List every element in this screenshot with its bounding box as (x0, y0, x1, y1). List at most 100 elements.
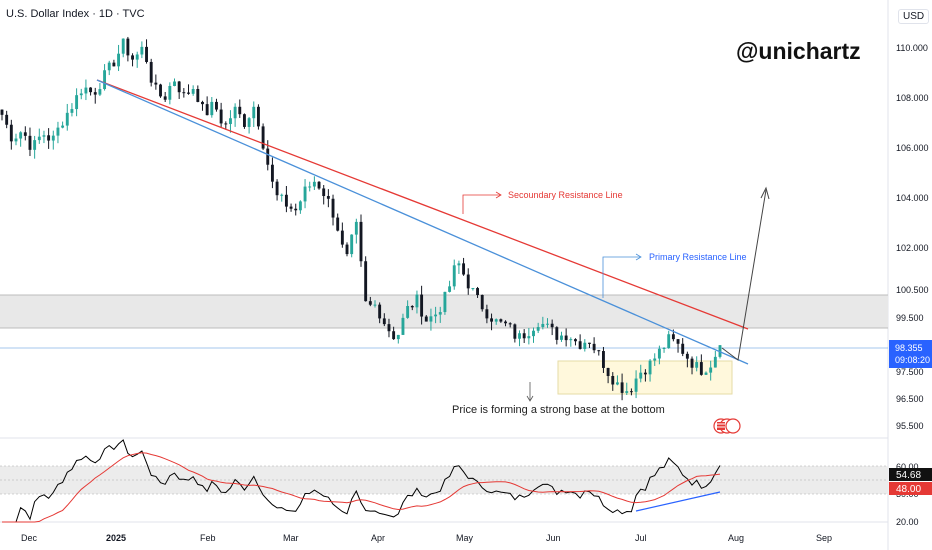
candle-body (532, 330, 535, 337)
y-tick-label: 100.500 (896, 285, 929, 295)
candle-body (438, 312, 442, 315)
candle-body (653, 358, 657, 361)
price-tag-value: 98.355 (895, 343, 923, 353)
candle-body (205, 104, 209, 116)
candle-body (284, 194, 288, 207)
candle-body (681, 343, 685, 354)
candle-body (308, 186, 312, 188)
candle-body (312, 181, 316, 187)
candle-body (135, 54, 139, 60)
x-tick-label: Apr (371, 533, 385, 543)
candle-body (387, 324, 391, 332)
candle-body (145, 46, 148, 62)
candle-body (51, 135, 55, 141)
y-tick-label: 97.500 (896, 367, 924, 377)
y-tick-label: 108.000 (896, 93, 929, 103)
price-axis[interactable]: 110.000 108.000 106.000 104.000 102.000 … (896, 43, 929, 431)
price-tag-countdown: 09:08:20 (895, 355, 930, 365)
primary-label-connector (602, 256, 640, 298)
projection-arrow (721, 189, 767, 361)
candle-body (424, 316, 428, 322)
candle-body (75, 95, 79, 110)
candle-body (168, 85, 172, 100)
candle-body (247, 118, 251, 127)
candle-body (615, 382, 619, 385)
primary-label-arrow (635, 253, 642, 261)
candle-body (9, 124, 13, 142)
candle-body (350, 234, 354, 255)
candle-body (23, 132, 27, 136)
rsi-tick-label: 60.00 (896, 462, 919, 472)
candle-body (504, 321, 507, 324)
candle-body (98, 89, 102, 95)
candle-body (201, 101, 204, 105)
candle-body (187, 92, 190, 94)
events-flag-icon[interactable] (713, 418, 741, 434)
candle-body (443, 291, 447, 313)
rsi-ma-text: 48.00 (896, 484, 921, 495)
candle-body (541, 323, 545, 328)
candle-body (210, 101, 214, 116)
candle-body (368, 301, 372, 305)
candle-body (690, 358, 694, 368)
y-tick-label: 110.000 (896, 43, 928, 53)
candle-body (713, 356, 717, 368)
candlestick-series (0, 36, 722, 401)
candle-body (625, 391, 629, 393)
candle-body (126, 38, 130, 56)
base-label-arrow (526, 395, 534, 402)
candle-body (42, 135, 46, 137)
y-tick-label: 102.000 (896, 243, 929, 253)
candle-body (522, 333, 526, 339)
time-axis[interactable]: Dec 2025 Feb Mar Apr May Jun Jul Aug Sep (21, 533, 832, 543)
candle-body (382, 318, 386, 325)
candle-body (159, 84, 162, 97)
candle-body (149, 61, 153, 83)
candle-body (588, 342, 591, 344)
candle-body (107, 62, 111, 71)
candle-body (471, 288, 475, 290)
candle-body (219, 109, 223, 124)
x-tick-label: Jun (546, 533, 561, 543)
currency-button[interactable]: USD (898, 9, 930, 24)
rsi-value-text: 54.68 (896, 470, 921, 481)
x-tick-label: Jul (635, 533, 647, 543)
candle-body (229, 118, 232, 125)
candle-body (560, 335, 563, 340)
y-tick-label: 95.500 (896, 421, 924, 431)
candle-body (154, 82, 158, 85)
secondary-resistance-label: Secoundary Resistance Line (508, 190, 623, 200)
candle-body (392, 331, 396, 340)
candle-body (0, 109, 4, 115)
candle-body (699, 362, 703, 375)
candle-body (173, 81, 176, 86)
y-tick-label: 99.500 (896, 313, 924, 323)
candle-body (508, 323, 512, 325)
candle-body (634, 378, 638, 392)
candle-body (410, 306, 414, 308)
candle-body (289, 206, 293, 209)
candle-body (462, 263, 466, 275)
candle-body (452, 265, 456, 287)
candle-body (340, 230, 344, 245)
price-tag (889, 340, 932, 368)
candle-body (550, 323, 554, 328)
primary-resistance-line[interactable] (96, 79, 749, 365)
secondary-label-arrow (495, 191, 502, 199)
x-tick-label: Aug (728, 533, 744, 543)
candle-body (89, 87, 93, 93)
candle-body (597, 350, 601, 352)
candle-body (317, 181, 321, 189)
candle-body (592, 343, 596, 351)
watermark-handle: @unichartz (736, 38, 861, 64)
secondary-resistance-line[interactable] (96, 79, 749, 330)
x-tick-label: Mar (283, 533, 299, 543)
candle-body (345, 244, 349, 255)
candle-body (303, 186, 307, 202)
candle-body (65, 112, 69, 126)
candle-body (224, 123, 228, 125)
candle-body (639, 372, 643, 379)
candle-body (177, 81, 181, 93)
candle-body (583, 342, 587, 349)
